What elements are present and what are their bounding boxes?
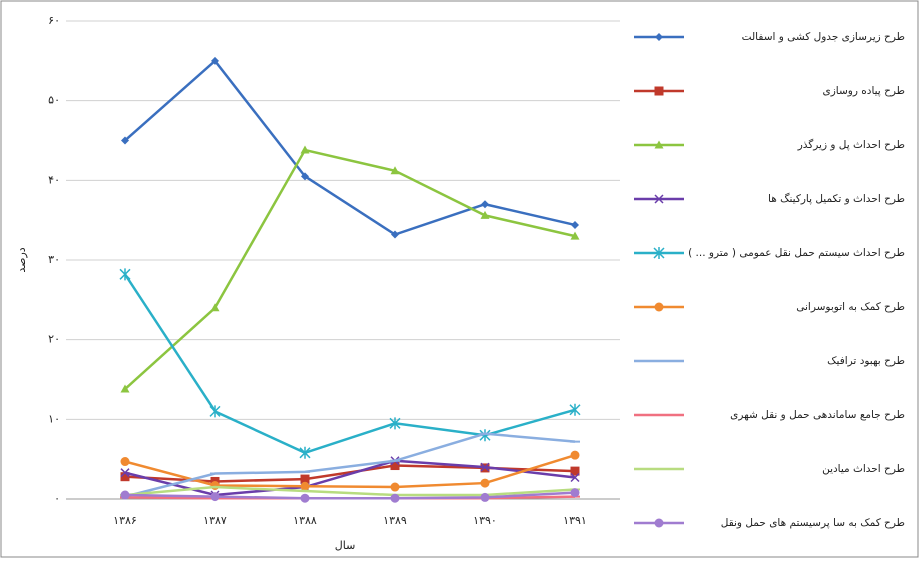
marker (390, 482, 400, 492)
line (124, 491, 576, 500)
legend-label: طرح پیاده روسازی (823, 85, 906, 97)
marker (121, 136, 129, 145)
marker (390, 166, 400, 175)
marker (570, 450, 580, 460)
legend-label: طرح کمک به سا پرسیستم های حمل ونقل (721, 517, 905, 529)
y-tick-label: ۳۰ (48, 253, 60, 266)
marker (301, 172, 309, 181)
marker (120, 490, 130, 500)
marker (300, 145, 310, 154)
line (124, 148, 576, 390)
x-tick-label: ۱۳۸۸ (293, 514, 317, 527)
marker (119, 268, 131, 281)
legend-marker (654, 86, 664, 96)
marker (570, 231, 580, 240)
y-tick-label: ۶۰ (48, 14, 60, 27)
marker (211, 56, 219, 65)
x-axis-label: سال (335, 539, 356, 552)
marker (571, 220, 579, 229)
y-tick-label: ۵۰ (48, 94, 60, 107)
marker (390, 461, 400, 471)
legend-marker (654, 194, 664, 204)
x-tick-label: ۱۳۹۰ (473, 514, 497, 527)
marker (210, 480, 220, 490)
legend-label: طرح جامع ساماندهی حمل و نقل شهری (730, 409, 905, 421)
legend-marker (653, 247, 665, 259)
marker (480, 492, 490, 502)
marker (210, 303, 220, 312)
marker (570, 472, 580, 483)
legend-label: طرح احداث پل و زیرگذر (797, 138, 905, 151)
marker (120, 472, 130, 482)
marker (480, 210, 490, 219)
legend-marker (654, 140, 664, 149)
y-axis-label: درصد (15, 247, 28, 272)
series (120, 488, 580, 503)
line (124, 485, 576, 497)
marker (210, 492, 220, 502)
x-tick-label: ۱۳۸۷ (203, 514, 227, 527)
legend-label: طرح احداث و تکمیل پارکینگ ها (768, 192, 905, 205)
marker (300, 481, 310, 491)
marker (300, 474, 310, 484)
line (123, 273, 576, 455)
marker (569, 403, 581, 416)
legend-marker (655, 33, 663, 41)
x-tick-label: ۱۳۸۹ (383, 514, 407, 527)
marker (570, 466, 580, 476)
legend-label: طرح احداث سیستم حمل نقل عمومی ( مترو ...… (688, 247, 905, 259)
x-tick-label: ۱۳۹۱ (563, 514, 587, 527)
series (120, 145, 580, 393)
series (119, 268, 581, 459)
marker (120, 384, 130, 393)
marker (570, 488, 580, 498)
marker (120, 468, 130, 478)
marker (479, 429, 491, 442)
line (124, 59, 576, 236)
series (120, 432, 580, 498)
y-tick-label: ۴۰ (48, 173, 60, 186)
marker (299, 446, 311, 459)
legend-label: طرح احداث میادین (822, 463, 905, 475)
legend-label: طرح کمک به اتوبوسرانی (796, 301, 905, 313)
line (124, 432, 576, 498)
marker (391, 230, 399, 239)
line (124, 453, 576, 489)
series (121, 56, 579, 239)
legend-marker (654, 302, 664, 312)
legend-marker (654, 518, 664, 528)
marker (390, 493, 400, 503)
x-tick-label: ۱۳۸۶ (113, 514, 137, 527)
y-tick-label: ۲۰ (48, 333, 60, 346)
line (124, 459, 576, 497)
marker (480, 462, 490, 472)
marker (300, 493, 310, 503)
legend-label: طرح زیرسازی جدول کشی و اسفالت (742, 31, 905, 43)
y-tick-label: ۰ (54, 492, 60, 505)
legend-label: طرح بهبود ترافیک (827, 355, 905, 367)
marker (481, 200, 489, 209)
marker (389, 417, 401, 430)
marker (120, 457, 130, 467)
marker (209, 405, 221, 418)
y-tick-label: ۱۰ (48, 412, 60, 425)
marker (480, 478, 490, 488)
